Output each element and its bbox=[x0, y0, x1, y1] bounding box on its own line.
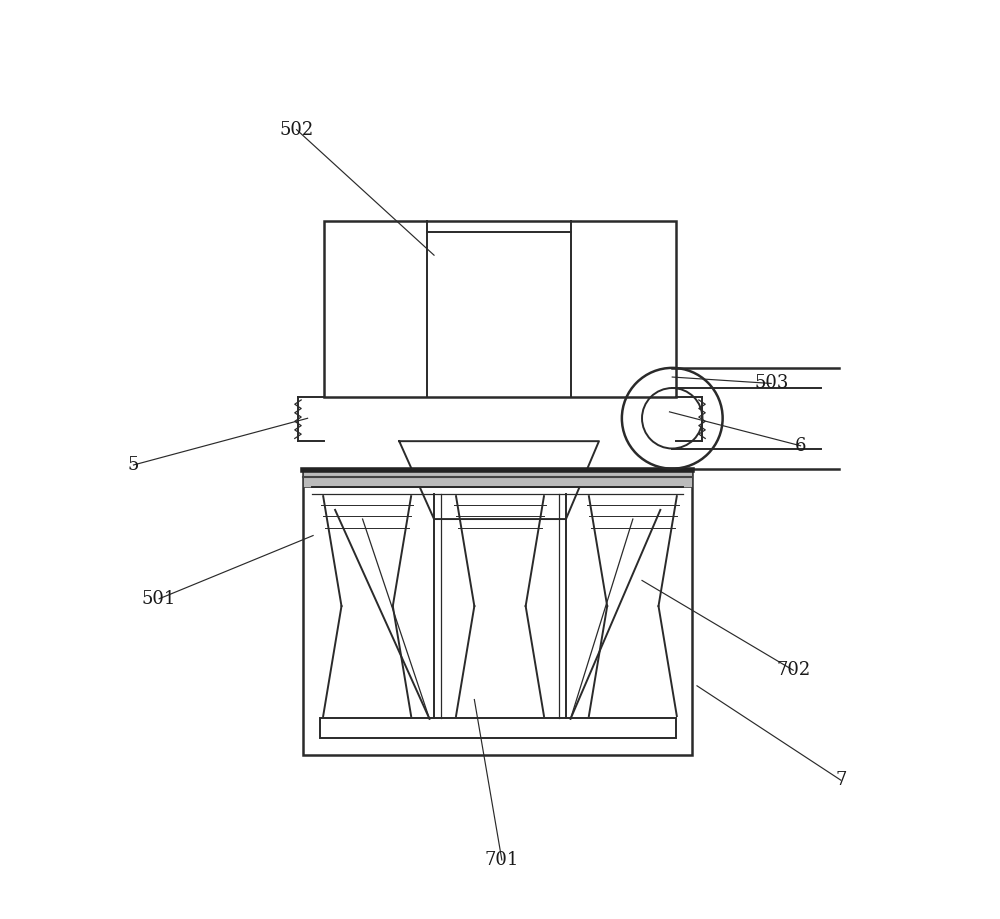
Text: 502: 502 bbox=[279, 120, 314, 139]
Bar bbox=[303, 471, 692, 487]
Text: 5: 5 bbox=[128, 456, 139, 474]
Text: 701: 701 bbox=[485, 851, 519, 868]
Bar bbox=[303, 471, 692, 754]
Text: 702: 702 bbox=[776, 662, 810, 679]
Text: 501: 501 bbox=[142, 590, 176, 607]
Text: 503: 503 bbox=[754, 374, 788, 392]
Text: 6: 6 bbox=[795, 437, 806, 455]
Text: 7: 7 bbox=[835, 771, 847, 789]
Bar bbox=[324, 221, 676, 397]
Bar bbox=[320, 718, 676, 738]
